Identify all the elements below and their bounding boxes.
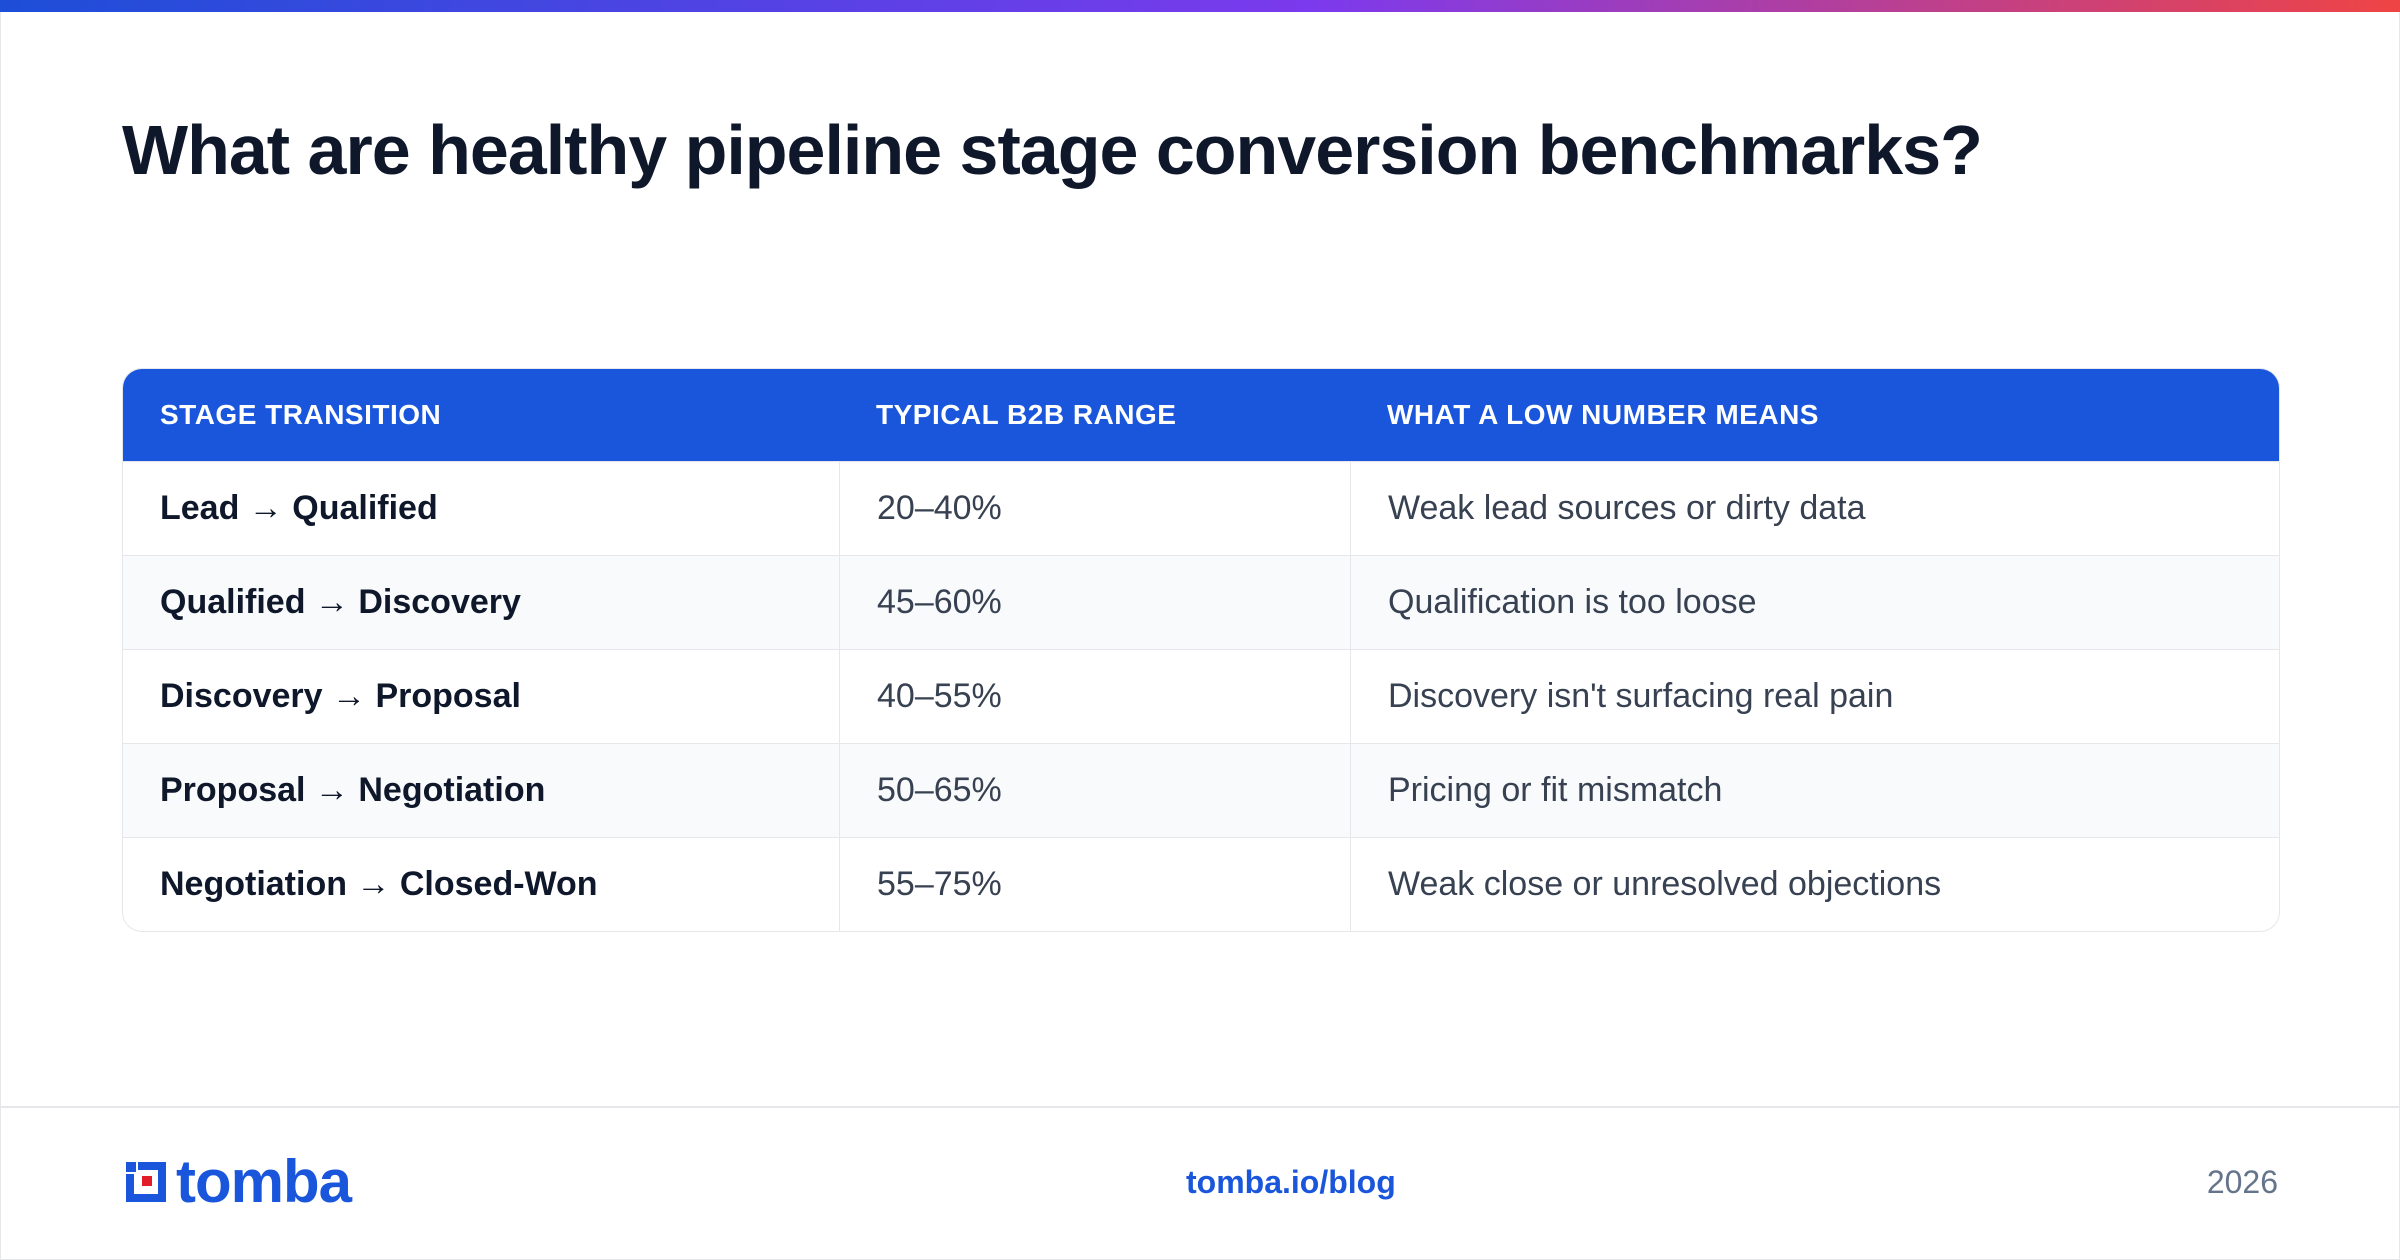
tomba-logo[interactable]: tomba (122, 1148, 352, 1215)
top-accent-bar (0, 0, 2400, 12)
table-row: Lead → Qualified 20–40% Weak lead source… (123, 461, 2279, 555)
cell-meaning: Weak close or unresolved objections (1350, 838, 2279, 931)
cell-stage: Qualified → Discovery (160, 583, 521, 621)
table-header: STAGE TRANSITION TYPICAL B2B RANGE WHAT … (123, 369, 2279, 461)
cell-meaning: Weak lead sources or dirty data (1350, 462, 2279, 555)
cell-meaning: Discovery isn't surfacing real pain (1350, 650, 2279, 743)
page-title: What are healthy pipeline stage conversi… (122, 111, 1983, 189)
cell-stage: Proposal → Negotiation (160, 771, 546, 809)
footer-year: 2026 (2206, 1164, 2278, 1200)
cell-range: 45–60% (839, 556, 1350, 649)
footer-divider (0, 1106, 2400, 1108)
table-row: Proposal → Negotiation 50–65% Pricing or… (123, 743, 2279, 837)
table-body: Lead → Qualified 20–40% Weak lead source… (123, 461, 2279, 931)
cell-range: 20–40% (839, 462, 1350, 555)
cell-range: 55–75% (839, 838, 1350, 931)
cell-range: 40–55% (839, 650, 1350, 743)
logo-text: tomba (176, 1148, 352, 1215)
cell-meaning: Pricing or fit mismatch (1350, 744, 2279, 837)
header-stage-transition: STAGE TRANSITION (160, 399, 442, 430)
cell-stage: Discovery → Proposal (160, 677, 521, 715)
header-low-number-meaning: WHAT A LOW NUMBER MEANS (1387, 399, 1819, 430)
table-row: Discovery → Proposal 40–55% Discovery is… (123, 649, 2279, 743)
table-row: Negotiation → Closed-Won 55–75% Weak clo… (123, 837, 2279, 931)
table-row: Qualified → Discovery 45–60% Qualificati… (123, 555, 2279, 649)
benchmarks-table: STAGE TRANSITION TYPICAL B2B RANGE WHAT … (122, 368, 2280, 932)
cell-range: 50–65% (839, 744, 1350, 837)
cell-stage: Negotiation → Closed-Won (160, 865, 598, 903)
tomba-logo-icon (122, 1158, 166, 1202)
header-typical-range: TYPICAL B2B RANGE (876, 399, 1177, 430)
cell-stage: Lead → Qualified (160, 489, 438, 527)
blog-link[interactable]: tomba.io/blog (1186, 1164, 1396, 1200)
cell-meaning: Qualification is too loose (1350, 556, 2279, 649)
